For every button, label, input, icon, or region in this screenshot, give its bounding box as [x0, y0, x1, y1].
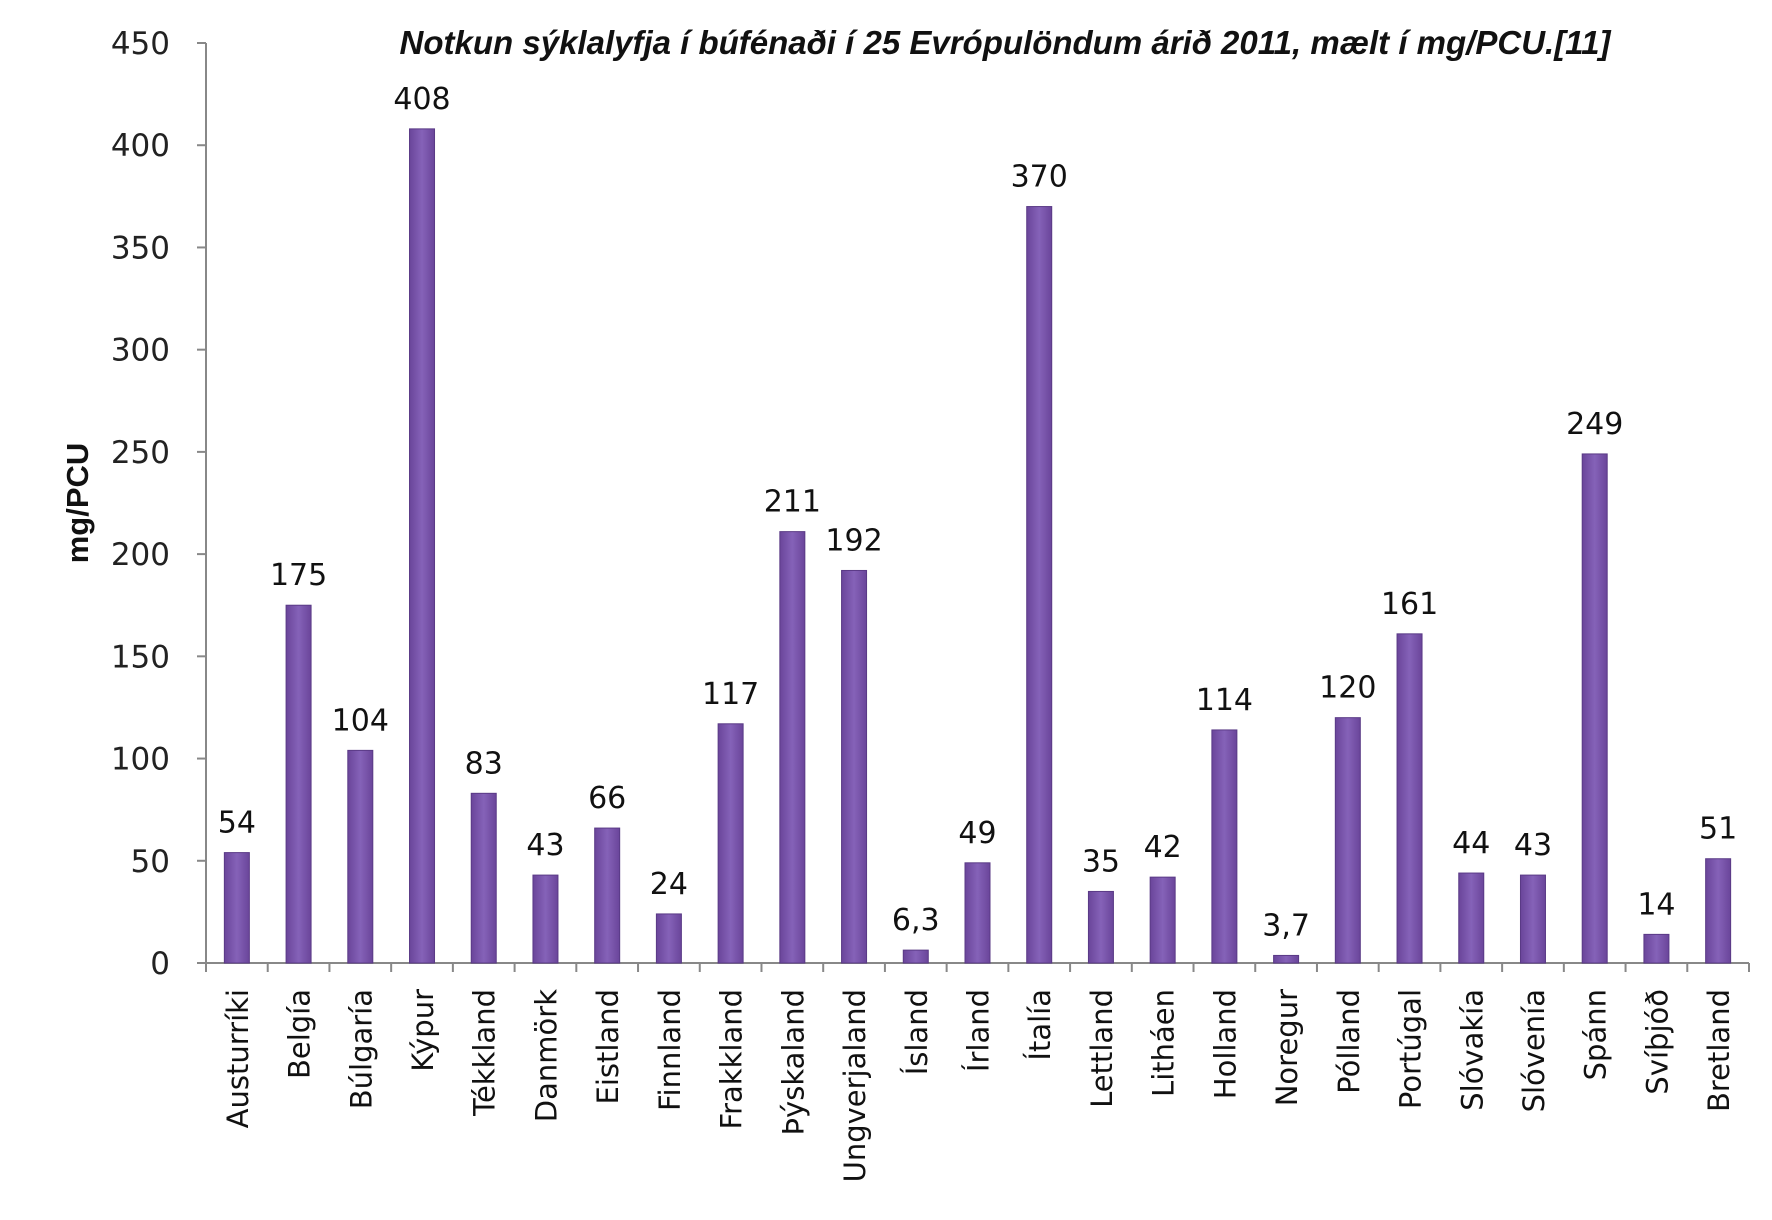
y-tick-label: 250	[111, 435, 170, 471]
y-tick-label: 400	[111, 128, 170, 164]
y-tick-label: 50	[131, 844, 170, 880]
data-label: 249	[1566, 407, 1623, 442]
data-label: 117	[702, 677, 759, 712]
data-label: 3,7	[1262, 908, 1310, 943]
data-label: 66	[588, 781, 626, 816]
y-tick-label: 200	[111, 537, 170, 573]
data-label: 6,3	[892, 903, 940, 938]
x-tick-label: Spánn	[1579, 989, 1613, 1080]
data-label: 175	[270, 558, 327, 593]
bar	[1519, 874, 1546, 964]
bar	[285, 604, 312, 964]
data-label: 104	[332, 703, 389, 738]
chart-title: Notkun sýklalyfja í búfénaði í 25 Evrópu…	[400, 24, 1612, 61]
bar	[717, 723, 744, 964]
x-tick-label: Lettland	[1085, 989, 1119, 1108]
data-label: 192	[825, 523, 882, 558]
bar	[841, 569, 868, 964]
x-tick-label: Þýskaland	[776, 989, 810, 1136]
bar	[1581, 453, 1608, 964]
y-tick-label: 100	[111, 742, 170, 778]
bar	[1705, 858, 1732, 964]
data-label: 51	[1699, 812, 1737, 847]
x-tick-label: Írland	[962, 989, 996, 1072]
bar	[594, 827, 621, 964]
y-tick-label: 150	[111, 639, 170, 675]
x-tick-label: Frakkland	[715, 989, 749, 1129]
bar	[1273, 954, 1300, 964]
x-tick-label: Ungverjaland	[838, 989, 872, 1182]
y-tick-label: 350	[111, 230, 170, 266]
data-label: 120	[1319, 671, 1376, 706]
y-axis-label: mg/PCU	[60, 443, 95, 564]
data-label: 43	[1514, 828, 1552, 863]
data-label: 14	[1637, 887, 1675, 922]
data-label: 370	[1011, 160, 1068, 195]
data-label: 54	[218, 806, 256, 841]
bar	[779, 531, 806, 964]
bar	[1396, 633, 1423, 964]
data-label: 43	[526, 828, 564, 863]
x-tick-label: Belgía	[283, 989, 317, 1079]
bar	[655, 913, 682, 964]
y-tick-label: 300	[111, 333, 170, 369]
data-label: 114	[1196, 683, 1253, 718]
bar	[1643, 933, 1670, 964]
data-label: 161	[1381, 587, 1438, 622]
x-tick-label: Finnland	[653, 989, 687, 1111]
bar	[1211, 729, 1238, 964]
x-tick-label: Svíþjóð	[1640, 989, 1674, 1095]
x-tick-label: Danmörk	[529, 989, 563, 1122]
bar	[532, 874, 559, 964]
bar	[409, 128, 436, 964]
x-tick-label: Portúgal	[1394, 989, 1428, 1109]
data-label: 408	[393, 82, 450, 117]
data-label: 24	[650, 867, 688, 902]
y-tick-label: 450	[111, 26, 170, 62]
x-tick-label: Búlgaría	[344, 989, 378, 1109]
data-label: 211	[764, 485, 821, 520]
bar	[1087, 890, 1114, 964]
bar	[1026, 206, 1053, 964]
bar	[1458, 872, 1485, 964]
x-tick-label: Austurríki	[221, 989, 255, 1128]
data-label: 49	[958, 816, 996, 851]
bar	[470, 792, 497, 964]
x-tick-label: Eistland	[591, 989, 625, 1104]
bar	[1334, 717, 1361, 964]
bar	[347, 749, 374, 964]
x-tick-label: Ítalía	[1023, 989, 1057, 1061]
x-tick-label: Pólland	[1332, 989, 1366, 1094]
bar	[1149, 876, 1176, 964]
x-tick-label: Slóvakía	[1455, 989, 1489, 1111]
x-tick-label: Tékkland	[468, 989, 502, 1117]
bar	[902, 949, 929, 964]
data-label: 35	[1082, 844, 1120, 879]
x-tick-label: Kýpur	[406, 989, 440, 1072]
data-label: 44	[1452, 826, 1490, 861]
y-tick-label: 0	[150, 946, 170, 982]
x-tick-label: Ísland	[900, 989, 934, 1075]
data-label: 83	[465, 746, 503, 781]
bar	[964, 862, 991, 964]
bar	[223, 852, 250, 964]
x-tick-label: Holland	[1208, 989, 1242, 1099]
x-tick-label: Slóvenía	[1517, 989, 1551, 1112]
x-tick-label: Noregur	[1270, 989, 1304, 1106]
x-tick-label: Bretland	[1702, 989, 1736, 1112]
x-tick-label: Litháen	[1147, 989, 1181, 1097]
data-label: 42	[1144, 830, 1182, 865]
